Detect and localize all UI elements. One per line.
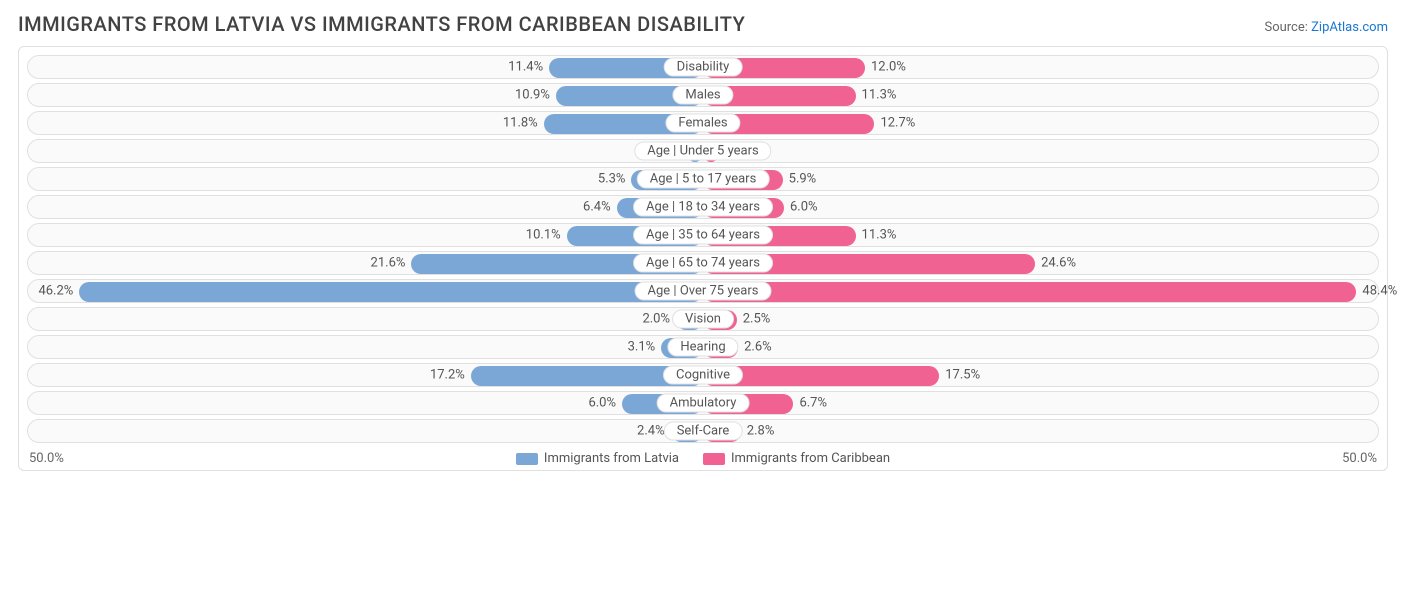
chart-row: 11.4% 12.0% Disability xyxy=(27,55,1379,79)
value-left: 11.8% xyxy=(503,116,538,131)
value-right: 12.0% xyxy=(871,60,906,75)
chart-row: 2.0% 2.5% Vision xyxy=(27,307,1379,331)
chart-row: 10.1% 11.3% Age | 35 to 64 years xyxy=(27,223,1379,247)
chart-row: 21.6% 24.6% Age | 65 to 74 years xyxy=(27,251,1379,275)
category-label: Self-Care xyxy=(664,422,743,441)
value-right: 24.6% xyxy=(1041,256,1076,271)
value-right: 12.7% xyxy=(880,116,915,131)
legend-item-left: Immigrants from Latvia xyxy=(516,451,679,466)
value-left: 2.0% xyxy=(642,312,670,327)
legend: Immigrants from Latvia Immigrants from C… xyxy=(516,451,890,466)
category-label: Disability xyxy=(664,58,743,77)
value-right: 2.5% xyxy=(743,312,771,327)
category-label: Hearing xyxy=(667,338,738,357)
category-label: Age | 35 to 64 years xyxy=(633,226,773,245)
value-right: 2.6% xyxy=(744,340,772,355)
chart-row: 17.2% 17.5% Cognitive xyxy=(27,363,1379,387)
value-right: 17.5% xyxy=(945,368,980,383)
source-link[interactable]: ZipAtlas.com xyxy=(1311,20,1388,35)
category-label: Age | 18 to 34 years xyxy=(633,198,773,217)
value-right: 11.3% xyxy=(862,88,897,103)
source-attribution: Source: ZipAtlas.com xyxy=(1264,20,1388,35)
value-right: 48.4% xyxy=(1362,284,1397,299)
chart-row: 6.0% 6.7% Ambulatory xyxy=(27,391,1379,415)
value-left: 21.6% xyxy=(371,256,406,271)
chart-row: 3.1% 2.6% Hearing xyxy=(27,335,1379,359)
category-label: Age | Under 5 years xyxy=(634,142,771,161)
legend-swatch-right xyxy=(703,453,725,465)
legend-item-right: Immigrants from Caribbean xyxy=(703,451,890,466)
chart-title: IMMIGRANTS FROM LATVIA VS IMMIGRANTS FRO… xyxy=(18,12,745,36)
category-label: Ambulatory xyxy=(657,394,750,413)
value-right: 11.3% xyxy=(862,228,897,243)
chart-row: 5.3% 5.9% Age | 5 to 17 years xyxy=(27,167,1379,191)
category-label: Vision xyxy=(672,310,734,329)
legend-label-left: Immigrants from Latvia xyxy=(544,451,679,466)
category-label: Cognitive xyxy=(663,366,743,385)
value-left: 10.1% xyxy=(526,228,561,243)
chart-row: 1.2% 1.2% Age | Under 5 years xyxy=(27,139,1379,163)
bar-left xyxy=(79,282,703,302)
chart-row: 11.8% 12.7% Females xyxy=(27,111,1379,135)
category-label: Females xyxy=(665,114,740,133)
value-left: 17.2% xyxy=(430,368,465,383)
category-label: Age | 5 to 17 years xyxy=(637,170,770,189)
value-right: 5.9% xyxy=(789,172,817,187)
chart-row: 46.2% 48.4% Age | Over 75 years xyxy=(27,279,1379,303)
chart-row: 6.4% 6.0% Age | 18 to 34 years xyxy=(27,195,1379,219)
legend-swatch-left xyxy=(516,453,538,465)
bar-right xyxy=(703,282,1356,302)
axis-max-left: 50.0% xyxy=(29,451,64,466)
category-label: Age | Over 75 years xyxy=(635,282,772,301)
value-left: 6.0% xyxy=(588,396,616,411)
source-prefix: Source: xyxy=(1264,20,1311,35)
value-right: 6.0% xyxy=(790,200,818,215)
category-label: Age | 65 to 74 years xyxy=(633,254,773,273)
value-left: 11.4% xyxy=(508,60,543,75)
chart-row: 10.9% 11.3% Males xyxy=(27,83,1379,107)
value-left: 46.2% xyxy=(38,284,73,299)
value-left: 5.3% xyxy=(598,172,626,187)
value-left: 6.4% xyxy=(583,200,611,215)
axis-max-right: 50.0% xyxy=(1342,451,1377,466)
chart-row: 2.4% 2.8% Self-Care xyxy=(27,419,1379,443)
value-left: 10.9% xyxy=(515,88,550,103)
value-right: 2.8% xyxy=(747,424,775,439)
value-left: 3.1% xyxy=(628,340,656,355)
category-label: Males xyxy=(672,86,733,105)
legend-label-right: Immigrants from Caribbean xyxy=(731,451,890,466)
value-right: 6.7% xyxy=(799,396,827,411)
diverging-bar-chart: 11.4% 12.0% Disability 10.9% 11.3% Males… xyxy=(18,46,1388,471)
value-left: 2.4% xyxy=(637,424,665,439)
